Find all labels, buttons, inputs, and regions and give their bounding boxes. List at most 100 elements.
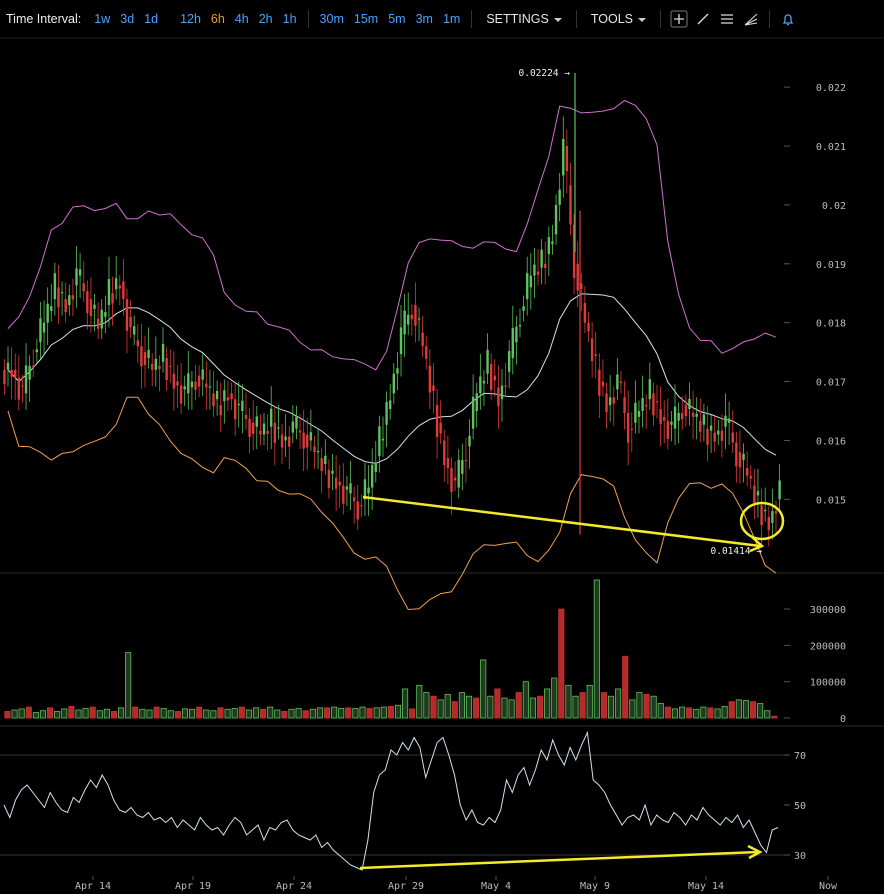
candle-body [194, 381, 197, 390]
candle-body [266, 430, 269, 434]
candle-body [60, 292, 64, 294]
candle-body [86, 291, 89, 314]
candle-body [324, 455, 327, 464]
interval-4h-button[interactable]: 4h [234, 12, 249, 26]
volume-bar [735, 699, 742, 719]
interval-2h-button[interactable]: 2h [258, 12, 273, 26]
candle-body [724, 415, 727, 427]
candle-body [3, 369, 6, 384]
candle-body [515, 326, 518, 343]
candle-body [742, 453, 745, 461]
volume-bar [359, 706, 366, 719]
volume-bar [203, 709, 210, 719]
interval-15m-button[interactable]: 15m [353, 12, 379, 26]
interval-3d-button[interactable]: 3d [120, 12, 135, 26]
settings-menu[interactable]: SETTINGS [486, 12, 562, 26]
candle-body [64, 299, 67, 313]
bell-icon[interactable] [778, 9, 798, 29]
interval-1h-button[interactable]: 1h [282, 12, 297, 26]
tools-menu[interactable]: TOOLS [591, 12, 646, 26]
candle-body [21, 385, 24, 387]
crosshair-icon[interactable] [669, 9, 689, 29]
candle-body [482, 380, 486, 384]
candle-body [114, 278, 118, 290]
interval-3m-button[interactable]: 3m [415, 12, 433, 26]
y-tick-label: 30 [794, 851, 806, 862]
candle-body [731, 432, 734, 443]
volume-bar [174, 711, 181, 719]
candle-body [709, 425, 713, 431]
candle-body [334, 477, 338, 489]
interval-1w-button[interactable]: 1w [94, 12, 111, 26]
candle-body [616, 374, 619, 390]
y-tick-label: 0.016 [816, 436, 846, 447]
candle-body [727, 418, 731, 423]
volume-bar [437, 699, 444, 719]
interval-12h-button[interactable]: 12h [180, 12, 201, 26]
y-tick-label: 0.015 [816, 495, 846, 506]
candle-body [522, 306, 525, 311]
y-tick-label: 50 [794, 801, 806, 812]
candle-body [248, 418, 251, 437]
candle-body [100, 309, 103, 329]
interval-1d-button[interactable]: 1d [144, 12, 159, 26]
interval-1m-button[interactable]: 1m [442, 12, 461, 26]
candle-body [500, 385, 504, 400]
candle-body [565, 146, 569, 172]
interval-5m-button[interactable]: 5m [388, 12, 406, 26]
volume-bar [260, 708, 267, 719]
candle-body [745, 467, 749, 476]
candle-body [479, 376, 482, 394]
candle-body [223, 390, 226, 402]
y-tick-label: 0.022 [816, 83, 846, 94]
candle-body [93, 304, 96, 309]
candle-body [403, 310, 406, 335]
volume-bar [416, 684, 423, 719]
volume-bar [494, 688, 501, 719]
candle-body [381, 438, 385, 441]
fan-icon[interactable] [741, 9, 761, 29]
candle-body [753, 485, 756, 503]
candle-body [771, 511, 774, 523]
volume-bar [444, 693, 451, 719]
candle-body [32, 365, 35, 368]
volume-bar [487, 695, 494, 719]
hlines-icon[interactable] [717, 9, 737, 29]
candle-body [450, 467, 453, 492]
volume-bar [196, 706, 203, 719]
volume-bar [47, 707, 54, 719]
candle-body [306, 434, 309, 448]
y-tick-label: 0.02 [822, 201, 846, 212]
candle-body [619, 381, 623, 384]
candle-body [363, 479, 367, 500]
candle-body [435, 405, 439, 437]
candle-body [237, 403, 240, 406]
candle-body [35, 349, 39, 353]
volume-bar [231, 708, 238, 719]
candle-body [71, 295, 75, 300]
volume-bar [558, 608, 565, 719]
volume-bar [238, 706, 245, 719]
candle-body [453, 477, 457, 481]
candle-body [702, 414, 706, 425]
x-tick-label: May 14 [688, 881, 724, 892]
candle-body [738, 452, 742, 468]
candles [3, 116, 781, 548]
candle-body [251, 422, 255, 434]
candle-body [158, 365, 161, 369]
candle-body [277, 427, 280, 429]
line-icon[interactable] [693, 9, 713, 29]
interval-30m-button[interactable]: 30m [319, 12, 344, 26]
candle-body [46, 303, 49, 323]
volume-bar [75, 709, 82, 719]
interval-6h-button[interactable]: 6h [210, 12, 225, 26]
candle-body [489, 363, 493, 390]
divider [471, 10, 473, 28]
divider [769, 10, 770, 28]
volume-bar [629, 699, 636, 719]
y-tick-label: 70 [794, 751, 806, 762]
volume-bar [18, 708, 25, 719]
x-tick-label: May 9 [580, 881, 610, 892]
candle-body [774, 511, 778, 514]
